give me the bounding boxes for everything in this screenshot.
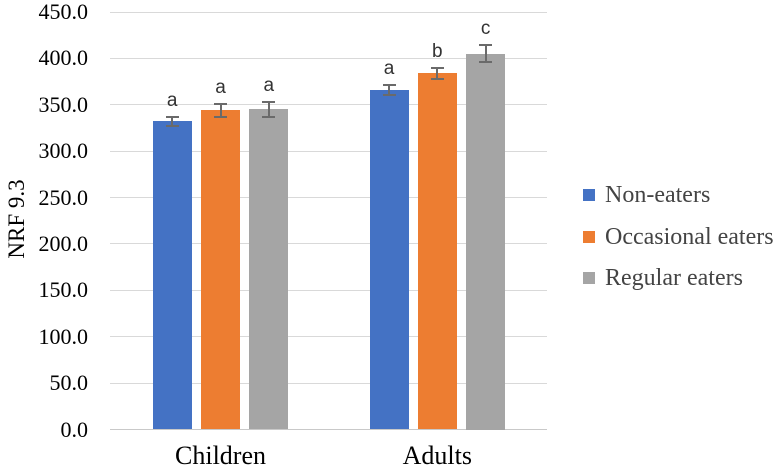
y-tick-label: 400.0 (38, 45, 89, 71)
error-bar-cap-top (479, 44, 493, 47)
bar-non-eaters-adults (369, 89, 409, 430)
bar-regular-eaters-children (249, 109, 289, 430)
legend-label: Non-eaters (605, 182, 711, 208)
legend-label: Occasional eaters (605, 223, 774, 250)
bar-occasional-eaters-adults (417, 73, 457, 430)
bar-non-eaters-children (152, 121, 192, 430)
bar-occasional-eaters-children (201, 110, 240, 430)
error-bar-cap-bottom (479, 61, 493, 64)
legend-swatch-regular-eaters (583, 272, 595, 284)
error-bar-cap-top (165, 115, 179, 118)
error-bar-cap-bottom (382, 93, 396, 96)
legend-item: Non-eaters (583, 181, 710, 209)
y-tick-label: 150.0 (38, 277, 89, 303)
gridline (110, 429, 547, 430)
gridline (110, 336, 547, 338)
x-category-label: Children (175, 441, 266, 470)
significance-letter: a (383, 58, 395, 80)
error-bar-stem (388, 85, 390, 95)
significance-letter: c (480, 18, 491, 40)
error-bar-cap-bottom (214, 115, 227, 118)
error-bar-stem (219, 103, 222, 117)
significance-letter: b (432, 40, 443, 62)
legend-swatch-occasional-eaters (583, 230, 595, 243)
x-category-label: Adults (402, 441, 472, 470)
y-tick-label: 250.0 (38, 184, 89, 210)
error-bar-stem (171, 116, 174, 127)
gridline (110, 243, 547, 245)
y-tick-label: 0.0 (60, 416, 89, 442)
legend-label: Regular eaters (605, 265, 743, 291)
error-bar-cap-top (262, 100, 276, 103)
legend-item: Regular eaters (583, 264, 743, 292)
significance-letter: a (166, 89, 178, 111)
legend-item: Occasional eaters (583, 223, 774, 251)
y-tick-label: 350.0 (38, 91, 89, 117)
gridline (110, 104, 547, 106)
bar-regular-eaters-adults (466, 53, 506, 430)
error-bar-cap-bottom (165, 125, 179, 128)
gridline (110, 289, 547, 291)
error-bar-stem (267, 101, 270, 117)
gridline (110, 197, 547, 199)
y-tick-label: 200.0 (38, 230, 89, 256)
error-bar-cap-bottom (430, 77, 444, 80)
significance-letter: a (263, 74, 275, 96)
y-tick-label: 50.0 (49, 370, 89, 396)
error-bar-stem (484, 45, 487, 63)
significance-letter: a (215, 76, 226, 98)
error-bar-cap-top (382, 84, 396, 87)
gridline (110, 11, 547, 13)
y-tick-label: 300.0 (38, 138, 89, 164)
gridline (110, 57, 547, 59)
error-bar-cap-top (430, 66, 444, 69)
error-bar-stem (436, 67, 439, 79)
gridline (110, 382, 547, 384)
y-tick-label: 450.0 (38, 0, 89, 24)
legend-swatch-non-eaters (583, 189, 595, 201)
y-tick-label: 100.0 (38, 323, 89, 349)
legend: Non-eaters Occasional eaters Regular eater… (583, 0, 784, 471)
error-bar-cap-bottom (262, 115, 276, 118)
error-bar-cap-top (214, 102, 227, 105)
gridline (110, 150, 547, 152)
